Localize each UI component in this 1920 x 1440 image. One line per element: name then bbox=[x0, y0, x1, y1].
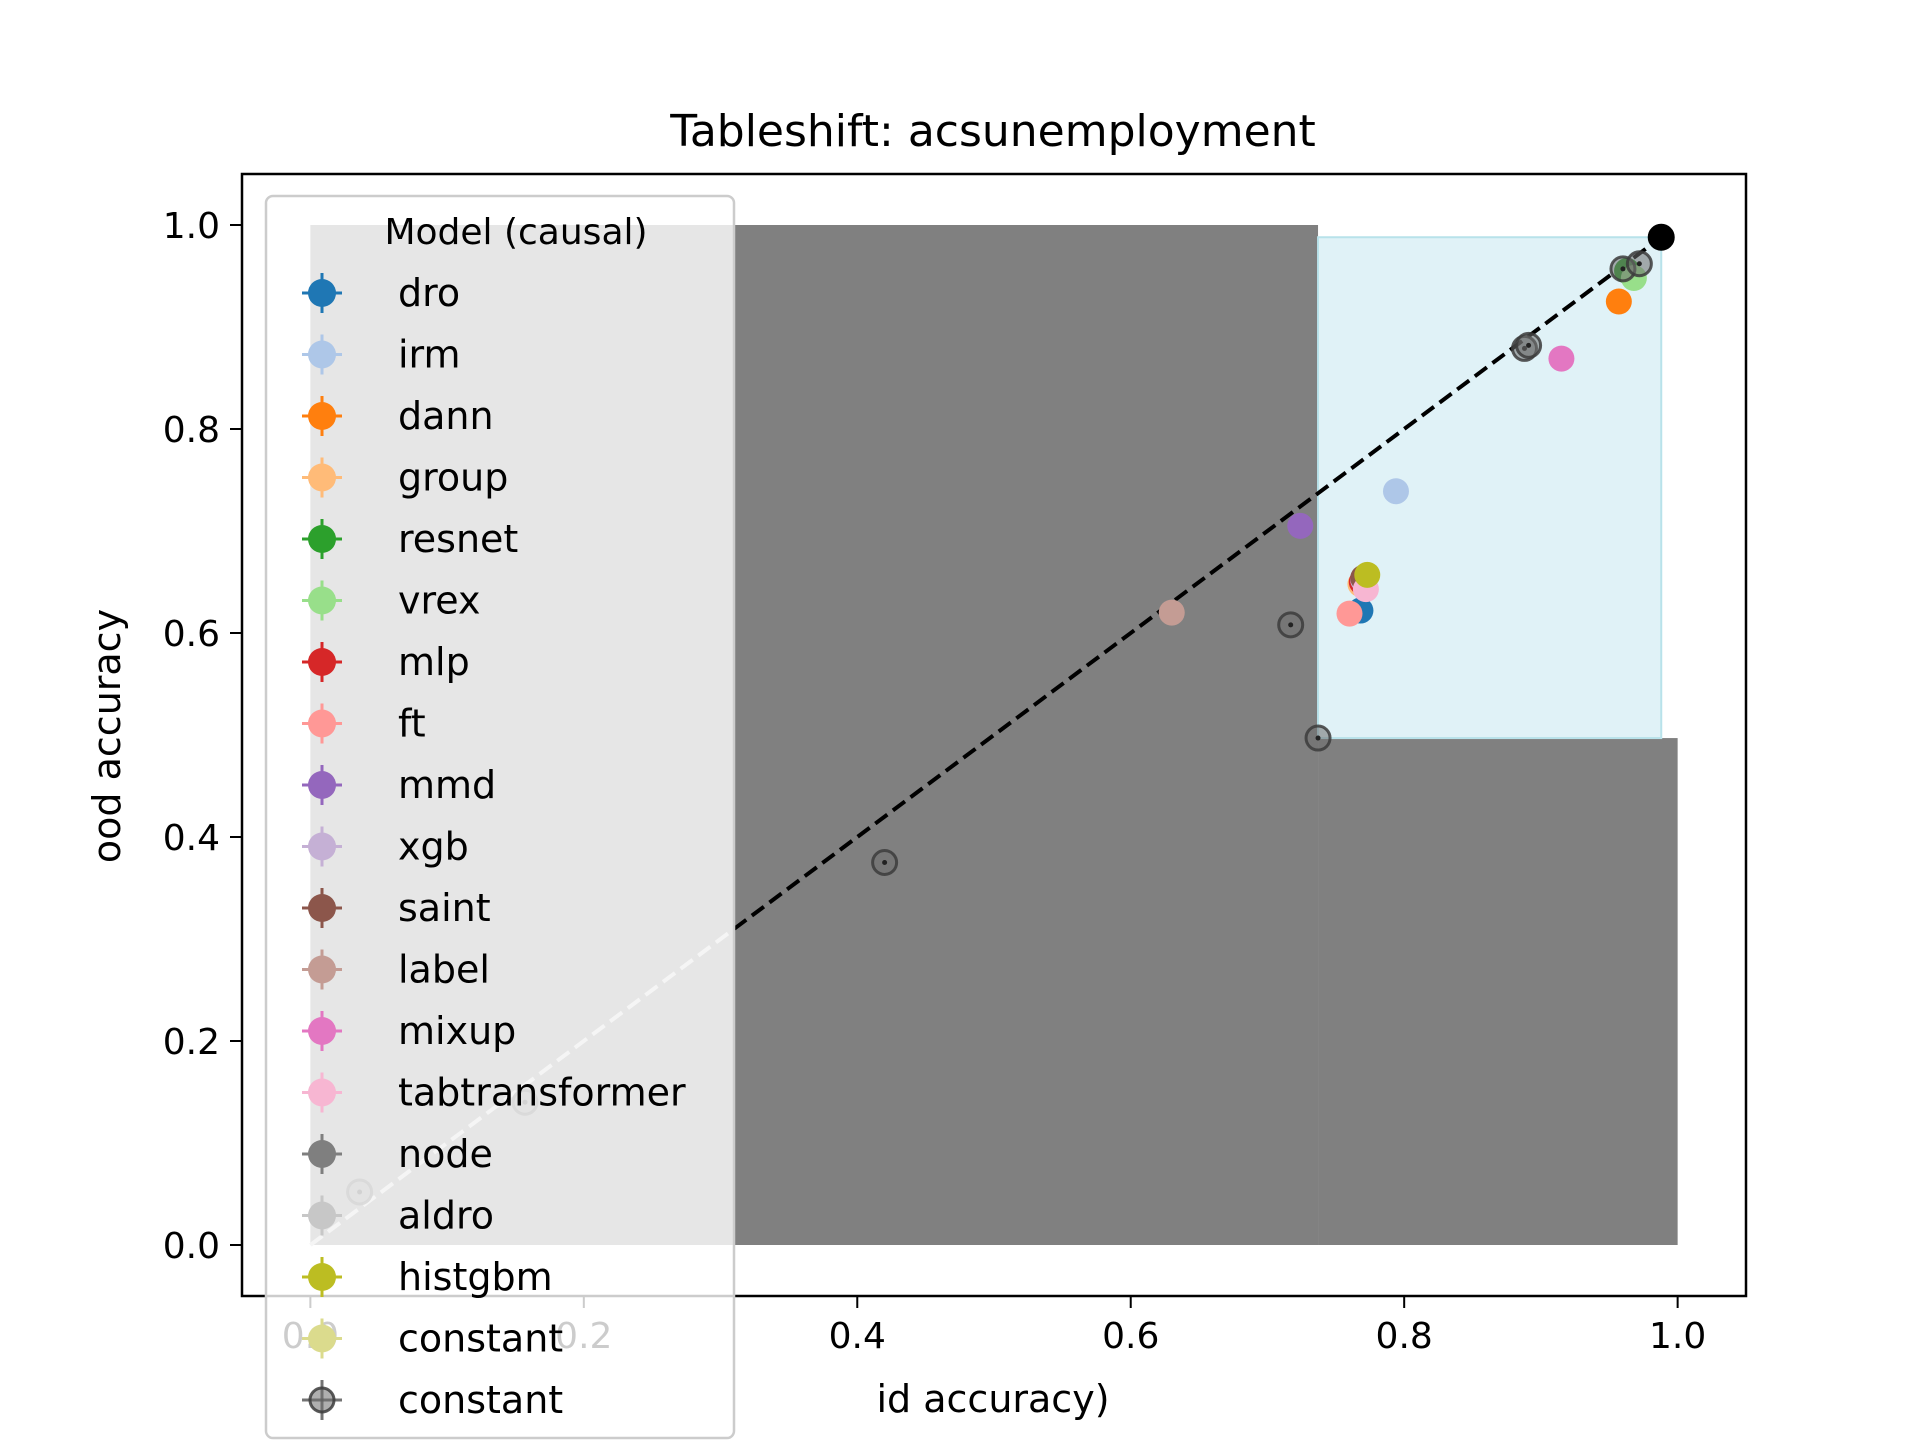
legend-marker bbox=[308, 402, 336, 430]
point-constant-center bbox=[1526, 342, 1532, 348]
point-constant-center bbox=[1620, 266, 1626, 272]
point-constant-center bbox=[1315, 735, 1321, 741]
legend-marker bbox=[308, 894, 336, 922]
point-constant-center bbox=[1288, 622, 1294, 628]
legend-entry-mixup: mixup bbox=[302, 1009, 516, 1053]
x-tick-label: 1.0 bbox=[1649, 1316, 1706, 1357]
legend-entry-node: node bbox=[302, 1132, 493, 1176]
x-tick-label: 0.8 bbox=[1376, 1316, 1433, 1357]
axes-frame bbox=[240, 172, 1748, 1298]
legend-entry-group: group bbox=[302, 456, 508, 500]
legend-label: node bbox=[398, 1132, 493, 1176]
legend-marker bbox=[308, 709, 336, 738]
legend-entry-constant: constant bbox=[302, 1378, 563, 1422]
legend-marker bbox=[308, 771, 336, 799]
chart-title: Tableshift: acsunemployment bbox=[669, 106, 1316, 157]
legend-entry-ft: ft bbox=[302, 702, 426, 746]
point-constant-marker bbox=[1625, 250, 1653, 278]
legend-label: dro bbox=[398, 271, 460, 315]
legend-marker bbox=[308, 1324, 336, 1353]
legend-entry-resnet: resnet bbox=[302, 517, 518, 561]
legend-entry-dro: dro bbox=[302, 271, 460, 315]
legend-marker bbox=[308, 279, 336, 307]
legend-entry-vrex: vrex bbox=[302, 579, 480, 623]
legend-marker bbox=[308, 832, 336, 861]
legend-label: group bbox=[398, 456, 508, 500]
x-tick-label: 0.4 bbox=[829, 1316, 886, 1357]
point-irm bbox=[1382, 478, 1409, 505]
legend-marker bbox=[308, 1017, 336, 1045]
legend-marker bbox=[308, 1201, 336, 1230]
legend-entry-dann: dann bbox=[302, 394, 494, 438]
y-tick-label: 0.8 bbox=[163, 410, 220, 451]
legend-marker bbox=[308, 586, 336, 615]
legend-entry-tabtransformer: tabtransformer bbox=[302, 1071, 686, 1115]
point-mmd bbox=[1287, 512, 1314, 539]
legend-marker bbox=[308, 1386, 336, 1414]
legend-marker bbox=[308, 1263, 336, 1291]
legend-entry-irm: irm bbox=[302, 333, 461, 377]
diagonal-reference-dark bbox=[733, 235, 1663, 931]
legend-label: mmd bbox=[398, 763, 496, 807]
legend-label: resnet bbox=[398, 517, 518, 561]
point-dann bbox=[1605, 288, 1632, 315]
x-tick-label: 0.6 bbox=[1102, 1316, 1159, 1357]
legend-marker bbox=[308, 648, 336, 676]
point-constant-marker bbox=[1515, 331, 1543, 359]
legend-box bbox=[264, 194, 736, 1440]
legend-marker bbox=[308, 955, 336, 984]
legend-label: xgb bbox=[398, 825, 469, 869]
point-mixup bbox=[1548, 345, 1575, 372]
legend-label: ft bbox=[398, 702, 426, 746]
legend-label: vrex bbox=[398, 579, 480, 623]
legend-entry-histgbm: histgbm bbox=[302, 1255, 553, 1299]
legend-entry-mmd: mmd bbox=[302, 763, 496, 807]
legend-marker bbox=[308, 340, 336, 369]
point-constant-marker bbox=[1277, 611, 1305, 639]
y-tick-label: 0.4 bbox=[163, 818, 220, 859]
legend-title: Model (causal) bbox=[384, 212, 647, 253]
legend-entry-saint: saint bbox=[302, 886, 491, 930]
y-axis-label: ood accuracy bbox=[85, 609, 129, 863]
legend-label: constant bbox=[398, 1317, 563, 1361]
y-tick-label: 0.2 bbox=[163, 1022, 220, 1063]
point-constant-marker bbox=[871, 849, 899, 876]
dominated-region-lower bbox=[1318, 738, 1678, 1245]
legend-label: mlp bbox=[398, 640, 470, 684]
legend-label: tabtransformer bbox=[398, 1071, 686, 1115]
legend-entry-xgb: xgb bbox=[302, 825, 469, 869]
legend: Model (causal) dro irm dann group resnet vrex m… bbox=[264, 194, 736, 1440]
legend-marker bbox=[308, 1140, 336, 1168]
legend-label: dann bbox=[398, 394, 494, 438]
y-tick-label: 0.6 bbox=[163, 614, 220, 655]
legend-marker bbox=[308, 1078, 336, 1107]
point-label bbox=[1158, 599, 1185, 626]
legend-label: constant bbox=[398, 1378, 563, 1422]
y-tick-label: 1.0 bbox=[163, 206, 220, 247]
legend-label: aldro bbox=[398, 1194, 494, 1238]
frontier-region bbox=[1317, 236, 1663, 740]
point-ft bbox=[1336, 600, 1363, 627]
point-constant-marker bbox=[1647, 223, 1675, 251]
legend-marker bbox=[308, 463, 336, 492]
x-axis-label: id accuracy) bbox=[876, 1377, 1109, 1421]
legend-label: mixup bbox=[398, 1009, 516, 1053]
legend-entry-aldro: aldro bbox=[302, 1194, 494, 1238]
legend-label: label bbox=[398, 948, 490, 992]
legend-entry-mlp: mlp bbox=[302, 640, 470, 684]
legend-label: histgbm bbox=[398, 1255, 553, 1299]
legend-label: irm bbox=[398, 333, 461, 377]
point-histgbm bbox=[1354, 561, 1381, 588]
point-constant-center bbox=[1636, 261, 1642, 267]
legend-label: saint bbox=[398, 886, 491, 930]
y-tick-label: 0.0 bbox=[163, 1226, 220, 1267]
point-constant-center bbox=[882, 860, 888, 865]
legend-entry-label: label bbox=[302, 948, 490, 992]
legend-marker bbox=[308, 525, 336, 553]
point-constant-marker bbox=[1304, 724, 1332, 752]
point-constant bbox=[1647, 223, 1675, 251]
legend-entry-constant: constant bbox=[302, 1317, 563, 1361]
